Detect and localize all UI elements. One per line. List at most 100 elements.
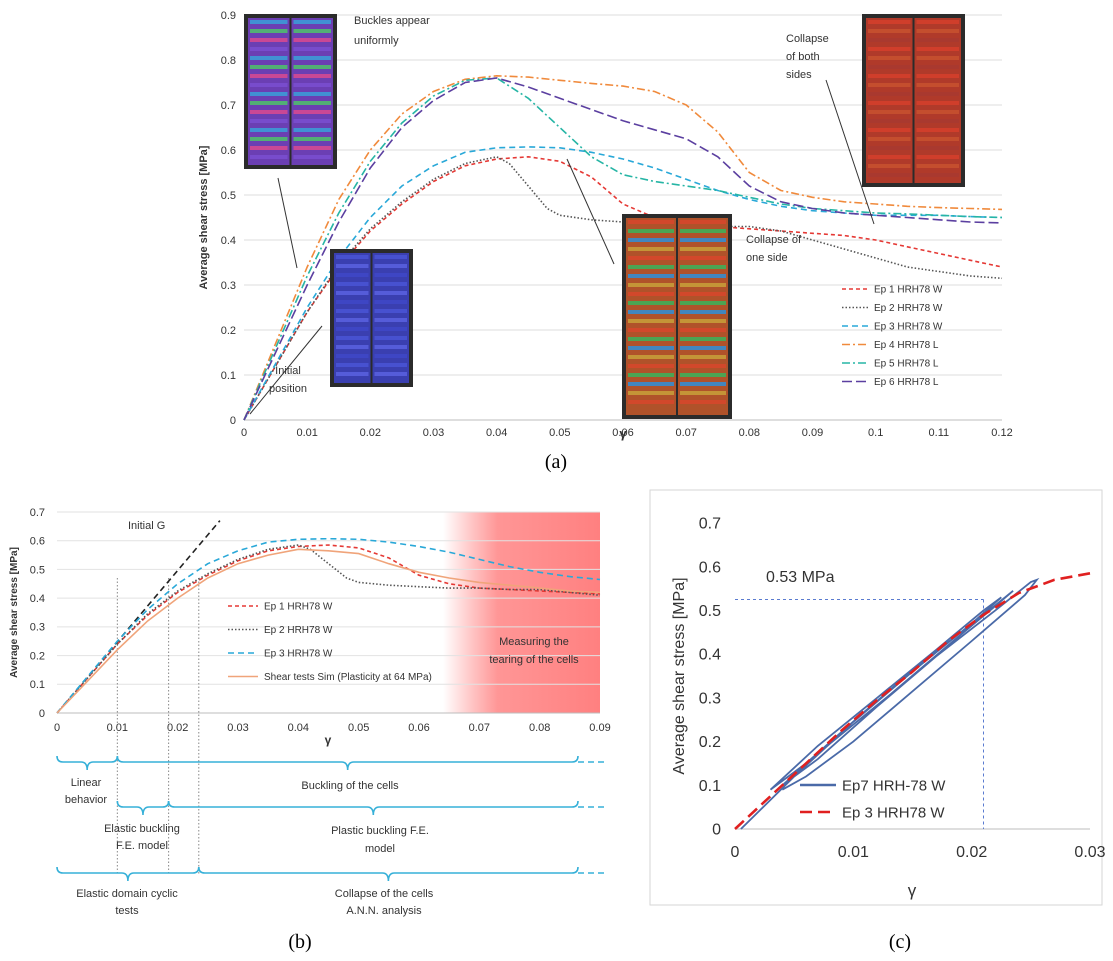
panel-a-collapse-both-sides-image-cell-band <box>916 173 959 177</box>
panel-a-collapse-both-sides-image-cell-band <box>916 92 959 96</box>
panel-a-x-tick-label: 0.05 <box>549 427 570 439</box>
panel-b-bracket-buckling <box>116 755 579 771</box>
panel-a-initial-position-image-cell-band <box>336 318 369 322</box>
panel-c-frame <box>649 489 1103 906</box>
panel-a-annotation-initial-line2: position <box>269 383 307 395</box>
panel-c-legend: Ep7 HRH-78 W Ep 3 HRH78 W <box>800 777 946 821</box>
panel-b-phase-elastic-fe-line1: Elastic buckling <box>104 823 180 835</box>
panel-a-arrow-buckles <box>277 177 298 269</box>
panel-c-x-axis-label: γ <box>908 881 917 900</box>
panel-b-y-tick-label: 0.6 <box>30 536 45 548</box>
panel-b-series-2-line <box>56 544 601 714</box>
panel-c-annotations: 0.53 MPa <box>766 569 835 586</box>
panel-a-collapse-both-sides-image-cell-band <box>868 29 911 33</box>
panel-a-collapse-both-sides-image-cell-band <box>916 128 959 132</box>
panel-a-arrow-initial <box>249 325 323 415</box>
panel-c-y-tick-label: 0.3 <box>699 690 721 707</box>
panel-a-collapse-one-side-image-cell-band <box>628 391 674 395</box>
panel-a-collapse-one-side-image-cell-band <box>628 265 674 269</box>
panel-a-annotation-both-line3: sides <box>786 69 812 81</box>
panel-a-arrow-one-side <box>566 158 615 265</box>
panel-c-x-tick-label: 0.01 <box>838 844 869 861</box>
panel-a-collapse-both-sides-image-cell-band <box>916 110 959 114</box>
panel-b-phase-plastic-fe-line2: model <box>365 843 395 855</box>
panel-a-initial-position-image-cell-band <box>374 282 407 286</box>
panel-a-collapse-both-sides-image-cell-band <box>916 164 959 168</box>
panel-a-x-tick-label: 0.1 <box>868 427 883 439</box>
panel-a-buckles-uniform-image-cell-band <box>250 155 288 159</box>
panel-c-series <box>734 572 1091 830</box>
panel-b-series-4-line <box>56 548 601 714</box>
panel-a-axes: 0 0.01 0.02 0.03 0.04 0.05 0.06 0.07 0.08 0.09 0.1… <box>198 10 1013 441</box>
panel-a-collapse-both-sides-image-cell-band <box>868 101 911 105</box>
panel-a-collapse-one-side-image-cell-band <box>680 355 726 359</box>
panel-c-y-tick-label: 0.6 <box>699 559 721 576</box>
panel-a-x-tick-label: 0.08 <box>739 427 760 439</box>
panel-b-y-tick-label: 0.5 <box>30 564 45 576</box>
panel-a-collapse-one-side-image-cell-band <box>680 283 726 287</box>
panel-a-initial-position-image-cell-band <box>336 372 369 376</box>
panel-a-initial-position-image-cell-band <box>374 309 407 313</box>
panel-a-legend: Ep 1 HRH78 W Ep 2 HRH78 W Ep 3 HRH78 W Ep 4… <box>842 285 943 388</box>
panel-b-phase-linear-line1: Linear <box>71 777 102 789</box>
panel-a-annotations: Buckles appear uniformly Collapse of both si… <box>249 15 875 415</box>
panel-a-initial-position-image-cell-band <box>374 354 407 358</box>
panel-a-buckles-uniform-image-cell-band <box>293 47 331 51</box>
panel-a-collapse-one-side-image-cell-band <box>628 337 674 341</box>
caption-b: (b) <box>288 931 311 953</box>
panel-a-collapse-both-sides-image-cell-band <box>916 65 959 69</box>
panel-a-initial-position-image-cell-band <box>374 345 407 349</box>
panel-a-collapse-both-sides-image-cell-band <box>916 146 959 150</box>
panel-a-buckles-uniform-image-cell-band <box>250 83 288 87</box>
panel-c-x-tick-label: 0.03 <box>1074 844 1105 861</box>
panel-b-x-tick-label: 0.02 <box>167 722 188 734</box>
panel-a-initial-position-image-cell-band <box>336 264 369 268</box>
panel-a-buckles-uniform-image-cell-band <box>293 29 331 33</box>
panel-a-buckles-uniform-image-cell-band <box>293 137 331 141</box>
panel-a-buckles-uniform-image-cell-band <box>293 119 331 123</box>
panel-b-annotation-tearing-line2: tearing of the cells <box>489 654 579 666</box>
panel-a-buckles-uniform-image-cell-band <box>250 101 288 105</box>
panel-a-x-tick-label: 0.06 <box>612 427 633 439</box>
panel-a-collapse-both-sides-image-cell-band <box>916 56 959 60</box>
panel-a-collapse-one-side-image-cell-band <box>680 292 726 296</box>
panel-b-x-tick-label: 0.08 <box>529 722 550 734</box>
panel-a-x-tick-label: 0.11 <box>929 427 950 439</box>
panel-a-initial-position-image-cell-band <box>374 273 407 277</box>
panel-a-series-4-line <box>243 74 1003 421</box>
panel-a-buckles-uniform-image-cell-band <box>293 110 331 114</box>
panel-a-chart: 0 0.01 0.02 0.03 0.04 0.05 0.06 0.07 0.08 0.09 0.1… <box>198 10 1013 441</box>
panel-a-buckles-uniform-image-cell-band <box>250 20 288 24</box>
panel-a-buckles-uniform-image-cell-band <box>250 74 288 78</box>
panel-a-collapse-one-side-image-cell-band <box>628 292 674 296</box>
panel-a-collapse-one-side-image-cell-band <box>628 238 674 242</box>
panel-a-collapse-one-side-image-cell-band <box>628 364 674 368</box>
panel-a-collapse-one-side-image-cell-band <box>628 301 674 305</box>
panel-a-collapse-one-side-image-cell-band <box>628 283 674 287</box>
panel-a-x-axis-label: γ <box>619 426 627 441</box>
panel-a-collapse-both-sides-image-cell-band <box>916 83 959 87</box>
panel-a-collapse-both-sides-image-cell-band <box>868 38 911 42</box>
panel-a-buckles-uniform-image-cell-band <box>293 56 331 60</box>
panel-a-legend-label: Ep 2 HRH78 W <box>874 303 943 314</box>
panel-a-collapse-one-side-image-cell-band <box>628 229 674 233</box>
panel-b-annotation-initial-g: Initial G <box>128 520 165 532</box>
panel-a-collapse-one-side-image-cell-band <box>628 382 674 386</box>
panel-a-initial-position-image-cell-band <box>336 255 369 259</box>
panel-b-series-3-line <box>56 537 601 714</box>
panel-c-x-tick-label: 0 <box>731 844 740 861</box>
panel-b-annotation-tearing-line1: Measuring the <box>499 636 569 648</box>
panel-a-buckles-uniform-image-cell-band <box>293 83 331 87</box>
panel-a-collapse-one-side-image-cell-band <box>680 274 726 278</box>
panel-a-collapse-both-sides-image-cell-band <box>868 155 911 159</box>
panel-a-initial-position-image-cell-band <box>336 354 369 358</box>
panel-b-y-tick-label: 0.4 <box>30 593 45 605</box>
panel-a-initial-position-image-cell-band <box>336 336 369 340</box>
panel-a-collapse-one-side-image <box>622 214 732 419</box>
panel-a-collapse-one-side-image-cell-band <box>628 247 674 251</box>
panel-a-initial-position-image-cell-band <box>374 300 407 304</box>
panel-a-collapse-both-sides-image-cell-band <box>868 137 911 141</box>
panel-a-y-tick-label: 0.6 <box>221 145 236 157</box>
panel-a-series-5-line <box>243 77 1003 421</box>
panel-a-x-tick-label: 0.01 <box>296 427 317 439</box>
